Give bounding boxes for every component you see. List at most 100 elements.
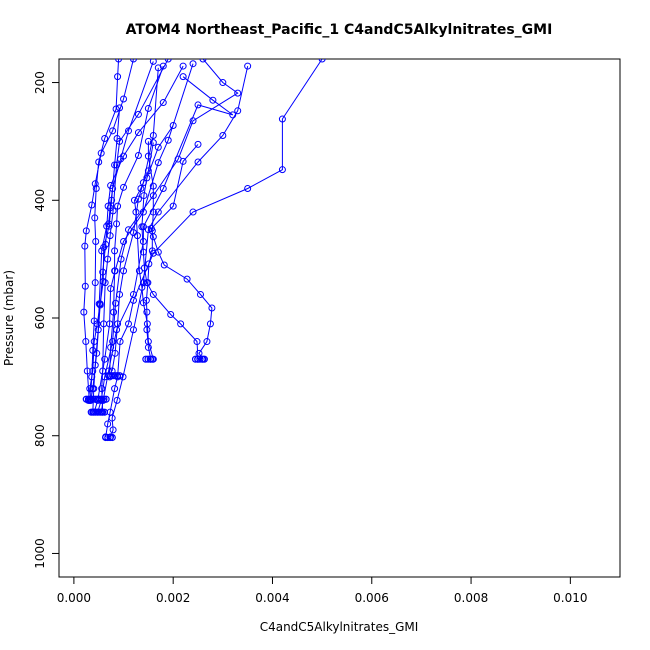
data-point bbox=[144, 137, 152, 145]
data-point bbox=[159, 185, 167, 192]
x-axis-label: C4andC5Alkylnitrates_GMI bbox=[260, 620, 419, 634]
data-point bbox=[104, 433, 112, 442]
data-point bbox=[134, 152, 142, 160]
data-point bbox=[154, 64, 162, 72]
data-point bbox=[278, 115, 286, 123]
data-point bbox=[113, 372, 122, 380]
data-point bbox=[234, 107, 242, 115]
data-point bbox=[219, 79, 227, 87]
data-point bbox=[132, 208, 140, 216]
data-point bbox=[148, 355, 157, 363]
data-point bbox=[98, 408, 106, 416]
data-point bbox=[102, 395, 110, 403]
data-point bbox=[125, 127, 133, 135]
data-point bbox=[196, 355, 204, 363]
data-point bbox=[96, 300, 104, 308]
data-point bbox=[183, 275, 191, 283]
x-tick-label: 0.010 bbox=[553, 591, 587, 605]
data-point bbox=[93, 320, 101, 328]
series-line bbox=[105, 59, 323, 437]
data-point bbox=[98, 385, 106, 393]
data-point bbox=[140, 264, 148, 272]
data-point bbox=[244, 62, 252, 70]
data-point bbox=[99, 268, 107, 276]
data-point bbox=[113, 396, 121, 404]
data-point bbox=[177, 320, 185, 328]
data-point bbox=[189, 208, 197, 216]
data-point bbox=[111, 372, 119, 380]
x-axis: 0.000 0.002 0.004 0.006 0.008 0.010 bbox=[57, 576, 588, 605]
data-point bbox=[194, 101, 202, 109]
data-point bbox=[116, 372, 124, 380]
data-point bbox=[104, 255, 112, 263]
data-point bbox=[109, 127, 117, 135]
data-point bbox=[133, 232, 141, 240]
data-point bbox=[117, 155, 125, 163]
data-point bbox=[130, 196, 138, 204]
y-tick-label: 800 bbox=[33, 424, 47, 447]
data-point bbox=[200, 355, 208, 363]
data-point bbox=[154, 208, 162, 216]
data-point bbox=[108, 433, 116, 442]
data-point bbox=[135, 267, 143, 275]
data-point bbox=[96, 408, 104, 416]
y-tick-label: 1000 bbox=[33, 538, 47, 569]
data-point bbox=[99, 367, 107, 375]
data-point bbox=[115, 59, 123, 63]
data-point bbox=[144, 338, 152, 346]
data-point bbox=[154, 143, 162, 151]
data-point bbox=[134, 110, 142, 118]
data-point bbox=[90, 338, 98, 346]
x-tick-label: 0.000 bbox=[57, 591, 91, 605]
data-point bbox=[120, 183, 128, 191]
data-point bbox=[98, 395, 106, 403]
y-axis: 200 400 600 800 1000 bbox=[33, 71, 60, 569]
data-point bbox=[147, 225, 155, 233]
data-point bbox=[179, 62, 187, 70]
data-point bbox=[114, 320, 122, 328]
data-point bbox=[92, 237, 100, 245]
data-point bbox=[179, 73, 187, 81]
data-point bbox=[164, 136, 172, 144]
data-point bbox=[144, 104, 152, 112]
data-point bbox=[149, 208, 157, 216]
series-line bbox=[109, 65, 164, 377]
series-line bbox=[83, 59, 134, 401]
data-point bbox=[164, 59, 172, 63]
data-point bbox=[105, 222, 113, 230]
data-point bbox=[145, 260, 153, 268]
data-point bbox=[129, 326, 137, 334]
data-point bbox=[120, 95, 128, 103]
data-point bbox=[244, 185, 252, 192]
data-point bbox=[108, 196, 116, 204]
data-point bbox=[208, 304, 216, 312]
data-point bbox=[199, 59, 207, 63]
data-point bbox=[149, 59, 157, 65]
data-point bbox=[88, 201, 96, 209]
data-point bbox=[82, 227, 90, 235]
series-line bbox=[87, 107, 121, 401]
data-point bbox=[86, 385, 94, 393]
data-point bbox=[189, 60, 197, 68]
data-point bbox=[125, 320, 133, 328]
plot-series-group bbox=[80, 59, 326, 442]
data-point bbox=[159, 99, 167, 107]
data-point bbox=[100, 395, 108, 403]
data-point bbox=[91, 180, 99, 188]
data-point bbox=[113, 161, 121, 169]
data-point bbox=[104, 420, 112, 428]
data-point bbox=[149, 132, 157, 140]
data-point bbox=[143, 174, 151, 182]
data-point bbox=[160, 261, 168, 269]
data-point bbox=[140, 192, 148, 200]
data-point bbox=[209, 96, 217, 104]
series-line bbox=[89, 59, 120, 401]
x-tick-label: 0.006 bbox=[355, 591, 389, 605]
data-point bbox=[111, 385, 119, 393]
data-point bbox=[149, 290, 157, 298]
data-point bbox=[92, 185, 100, 192]
data-point bbox=[103, 222, 111, 230]
data-point bbox=[146, 355, 154, 363]
data-point bbox=[129, 290, 137, 298]
series-line bbox=[110, 65, 249, 438]
